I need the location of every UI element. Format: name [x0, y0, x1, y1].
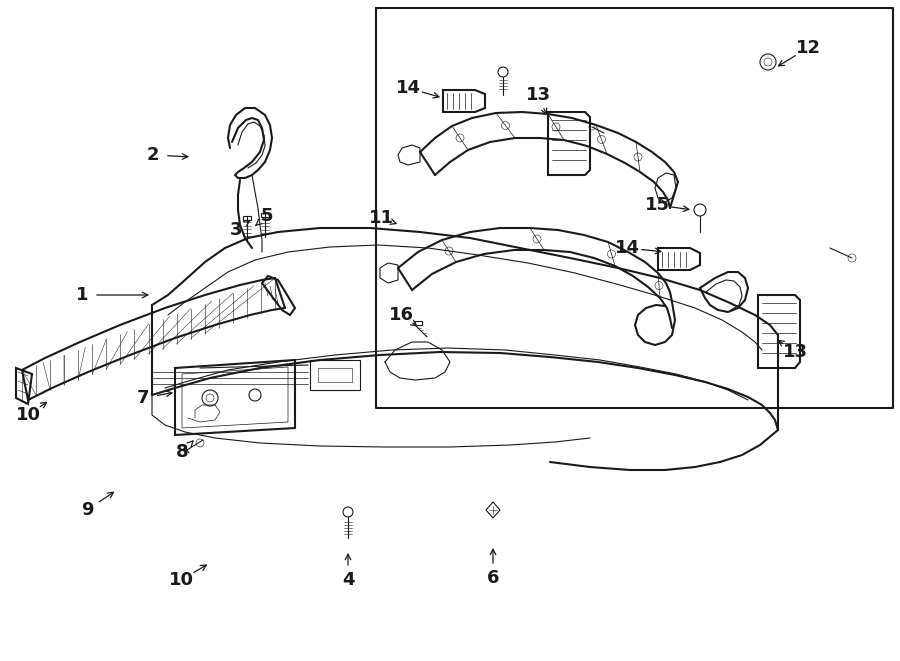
- Text: 7: 7: [137, 389, 149, 407]
- Text: 10: 10: [168, 571, 194, 589]
- Text: 6: 6: [487, 569, 500, 587]
- Text: 3: 3: [230, 221, 242, 239]
- Text: 4: 4: [342, 571, 355, 589]
- Text: 15: 15: [644, 196, 670, 214]
- Text: 2: 2: [147, 146, 159, 164]
- Text: 10: 10: [15, 406, 40, 424]
- Text: 11: 11: [368, 209, 393, 227]
- Text: 16: 16: [389, 306, 413, 324]
- Text: 9: 9: [81, 501, 94, 519]
- Text: 8: 8: [176, 443, 188, 461]
- Text: 13: 13: [782, 343, 807, 361]
- Text: 1: 1: [76, 286, 88, 304]
- Text: 13: 13: [526, 86, 551, 104]
- Text: 14: 14: [395, 79, 420, 97]
- Text: 14: 14: [615, 239, 640, 257]
- Text: 12: 12: [796, 39, 821, 57]
- Text: 5: 5: [261, 207, 274, 225]
